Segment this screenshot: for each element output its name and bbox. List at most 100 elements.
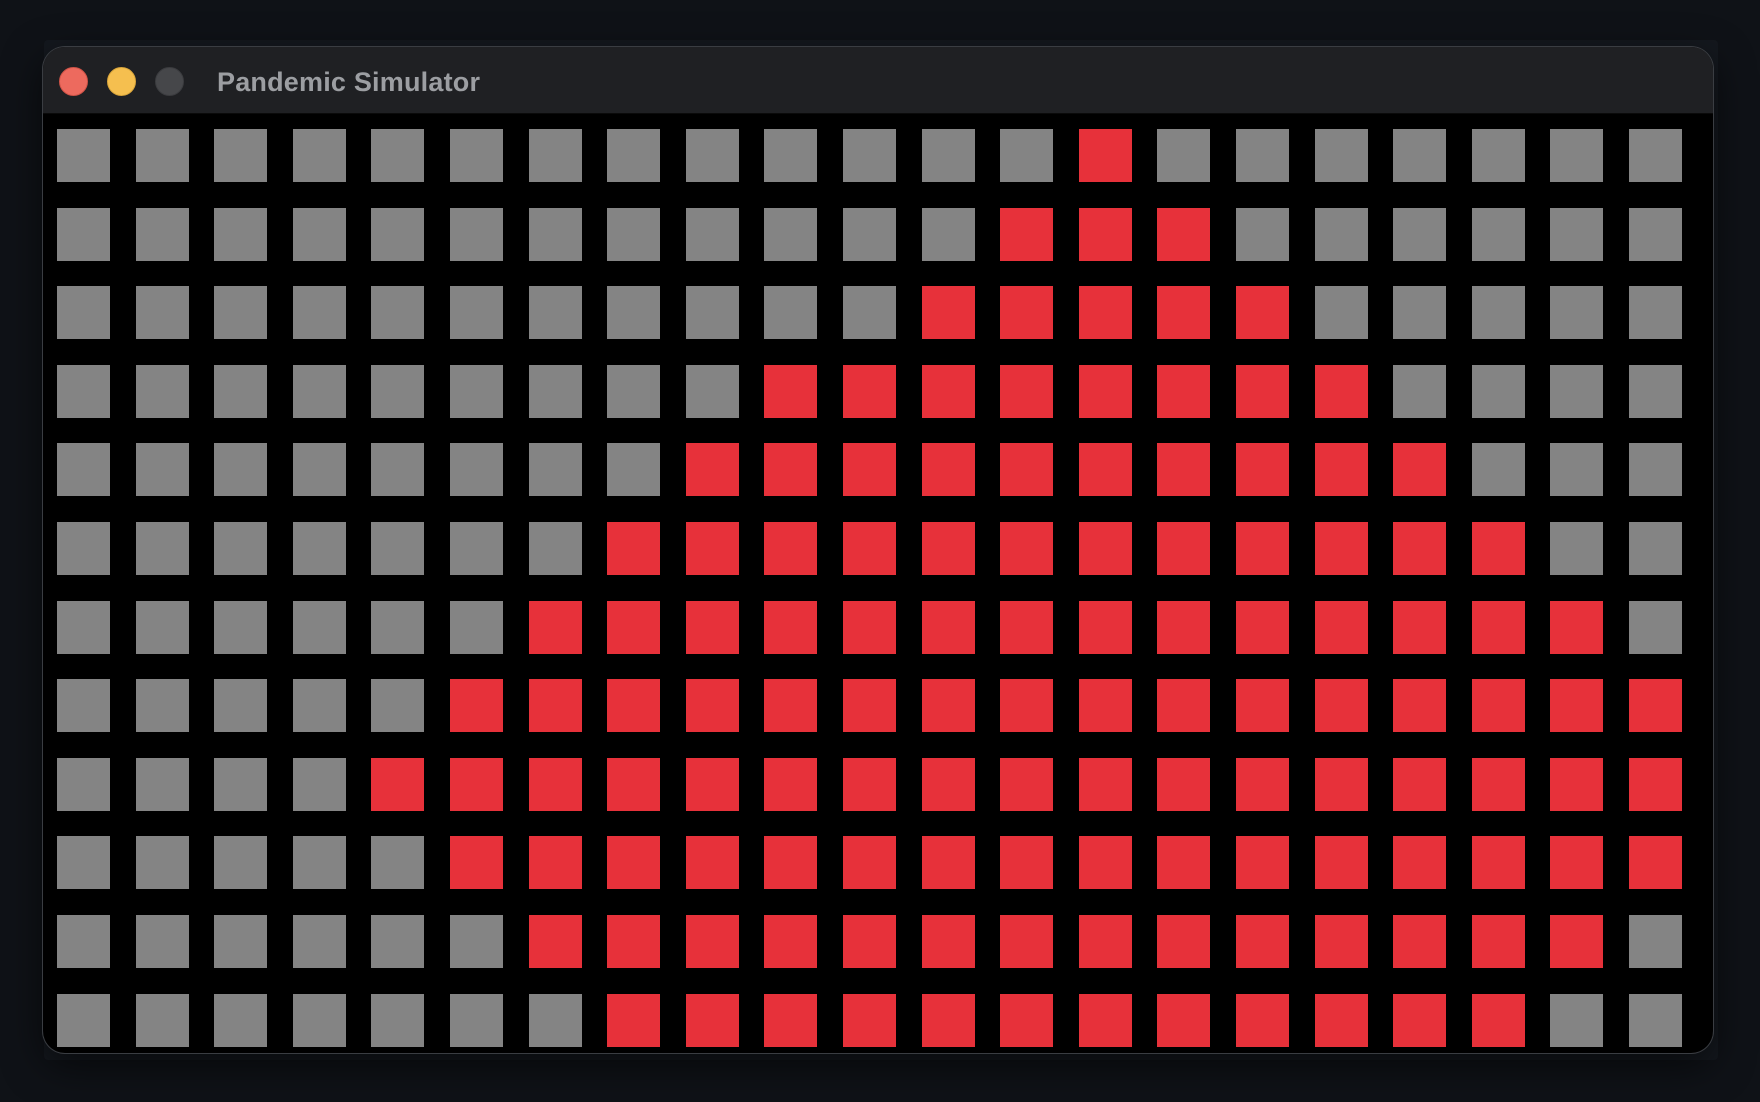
grid-cell-infected (1079, 601, 1132, 654)
grid-cell-infected (1079, 836, 1132, 889)
grid-cell-infected (1629, 679, 1682, 732)
minimize-button[interactable] (107, 67, 136, 96)
grid-cell-infected (607, 836, 660, 889)
grid-cell-healthy (607, 129, 660, 182)
grid-cell-infected (1393, 836, 1446, 889)
grid-cell-infected (1236, 522, 1289, 575)
grid-cell-infected (1472, 758, 1525, 811)
grid-cell-healthy (214, 129, 267, 182)
grid-cell-infected (529, 601, 582, 654)
grid-cell-infected (529, 836, 582, 889)
grid-cell-healthy (450, 208, 503, 261)
grid-cell-healthy (450, 915, 503, 968)
grid-cell-infected (843, 836, 896, 889)
grid-cell-infected (764, 522, 817, 575)
grid-cell-healthy (293, 365, 346, 418)
grid-cell-infected (764, 758, 817, 811)
grid-cell-infected (1315, 679, 1368, 732)
grid-cell-infected (1236, 994, 1289, 1047)
grid-cell-infected (1472, 915, 1525, 968)
grid-cell-healthy (686, 129, 739, 182)
zoom-button[interactable] (155, 67, 184, 96)
grid-cell-infected (1000, 286, 1053, 339)
grid-cell-infected (1315, 522, 1368, 575)
grid-cell-healthy (214, 994, 267, 1047)
grid-cell-infected (764, 679, 817, 732)
grid-cell-healthy (1550, 129, 1603, 182)
grid-cell-healthy (371, 522, 424, 575)
grid-cell-infected (607, 522, 660, 575)
grid-cell-infected (764, 601, 817, 654)
grid-cell-healthy (57, 365, 110, 418)
grid-cell-healthy (529, 129, 582, 182)
grid-cell-infected (922, 601, 975, 654)
grid-cell-healthy (214, 758, 267, 811)
grid-cell-healthy (371, 601, 424, 654)
grid-cell-infected (1079, 679, 1132, 732)
grid-cell-healthy (1315, 129, 1368, 182)
grid-cell-infected (1472, 994, 1525, 1047)
grid-cell-infected (1157, 679, 1210, 732)
title-bar[interactable]: Pandemic Simulator (43, 47, 1713, 114)
grid-cell-infected (1000, 994, 1053, 1047)
grid-cell-infected (843, 601, 896, 654)
grid-cell-infected (764, 365, 817, 418)
grid-cell-infected (764, 994, 817, 1047)
grid-cell-infected (529, 915, 582, 968)
grid-cell-healthy (136, 365, 189, 418)
close-button[interactable] (59, 67, 88, 96)
grid-cell-healthy (371, 286, 424, 339)
grid-cell-infected (922, 286, 975, 339)
grid-cell-infected (1236, 836, 1289, 889)
grid-cell-healthy (529, 286, 582, 339)
grid-cell-healthy (1315, 208, 1368, 261)
grid-cell-infected (1157, 915, 1210, 968)
grid-cell-healthy (371, 443, 424, 496)
grid-cell-healthy (293, 286, 346, 339)
grid-cell-infected (686, 758, 739, 811)
grid-cell-infected (1472, 836, 1525, 889)
grid-cell-healthy (136, 836, 189, 889)
grid-cell-infected (1000, 208, 1053, 261)
grid-cell-healthy (57, 601, 110, 654)
grid-cell-healthy (214, 365, 267, 418)
grid-cell-healthy (136, 601, 189, 654)
grid-cell-healthy (843, 208, 896, 261)
grid-cell-infected (1393, 601, 1446, 654)
grid-cell-infected (1629, 836, 1682, 889)
grid-cell-infected (922, 758, 975, 811)
grid-cell-infected (686, 443, 739, 496)
grid-cell-healthy (686, 208, 739, 261)
grid-cell-healthy (214, 601, 267, 654)
grid-cell-infected (1000, 915, 1053, 968)
grid-cell-infected (686, 522, 739, 575)
grid-cell-infected (843, 758, 896, 811)
grid-cell-healthy (922, 129, 975, 182)
grid-cell-healthy (764, 208, 817, 261)
grid-cell-infected (1157, 286, 1210, 339)
grid-cell-healthy (293, 208, 346, 261)
grid-cell-infected (1236, 601, 1289, 654)
grid-cell-infected (1000, 758, 1053, 811)
grid-cell-infected (607, 679, 660, 732)
grid-cell-healthy (1393, 129, 1446, 182)
grid-cell-infected (1157, 365, 1210, 418)
grid-cell-infected (1236, 758, 1289, 811)
grid-cell-healthy (57, 994, 110, 1047)
grid-cell-healthy (371, 129, 424, 182)
grid-cell-healthy (450, 601, 503, 654)
grid-cell-infected (1315, 836, 1368, 889)
grid-cell-infected (1079, 994, 1132, 1047)
grid-cell-healthy (1629, 443, 1682, 496)
grid-cell-healthy (1629, 208, 1682, 261)
grid-cell-infected (1550, 915, 1603, 968)
grid-cell-healthy (214, 208, 267, 261)
grid-cell-infected (1079, 286, 1132, 339)
grid-cell-healthy (1629, 129, 1682, 182)
grid-cell-healthy (136, 758, 189, 811)
grid-cell-healthy (450, 443, 503, 496)
grid-cell-infected (1393, 758, 1446, 811)
grid-cell-healthy (293, 601, 346, 654)
grid-cell-infected (1472, 522, 1525, 575)
